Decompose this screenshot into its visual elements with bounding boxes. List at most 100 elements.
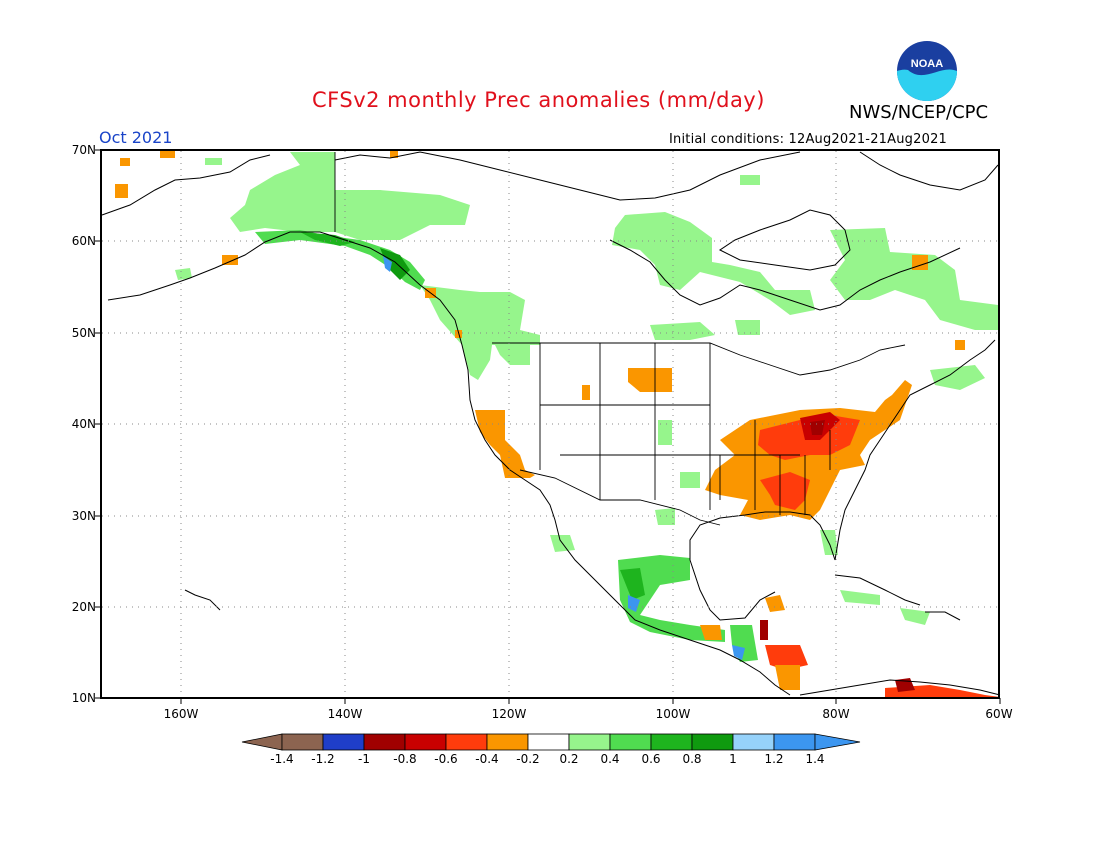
colorbar-label: -0.6	[434, 752, 458, 766]
region-alaska-west-dot-b	[115, 184, 128, 198]
noaa-logo: NOAA	[897, 41, 957, 101]
lon-label: 140W	[327, 707, 363, 721]
region-west-mexico-blue	[628, 595, 640, 612]
valid-month-label: Oct 2021	[99, 128, 173, 147]
region-labrador-coast	[930, 365, 985, 390]
region-bc-coast-dark	[380, 248, 410, 280]
coastline-hudson-bay	[719, 209, 851, 271]
coastline-west-us	[419, 284, 791, 696]
lon-label: 100W	[655, 707, 691, 721]
region-central-america-d	[760, 620, 768, 640]
region-alaska-north-dot	[160, 150, 175, 158]
region-labrador	[830, 228, 1000, 330]
region-central-america-e	[775, 665, 800, 690]
region-caribbean-b	[900, 608, 930, 625]
colorbar-bin	[445, 733, 488, 751]
colorbar-bin	[691, 733, 734, 751]
lat-label: 60N	[71, 234, 96, 248]
coastline-hawaii	[184, 589, 221, 611]
region-bc-coast-blue	[383, 256, 392, 272]
colorbar-bin	[486, 733, 529, 751]
colorbar-high-arrow	[814, 733, 861, 751]
political-borders	[334, 152, 906, 526]
coastline-alaska	[101, 154, 421, 301]
colorbar-bin	[322, 733, 365, 751]
colorbar-bin	[363, 733, 406, 751]
region-alaska-sw-dot	[222, 255, 238, 265]
region-northeast-canada	[740, 175, 760, 185]
colorbar-label: 0.4	[600, 752, 620, 766]
region-alaska-gulf-dark	[300, 232, 355, 246]
lon-label: 160W	[163, 707, 199, 721]
region-central-america-b	[765, 595, 785, 612]
region-central-america-blue	[732, 645, 745, 660]
colorbar-label: -0.8	[393, 752, 417, 766]
lat-label: 20N	[71, 600, 96, 614]
colorbar-label: 1.2	[764, 752, 784, 766]
region-alaska-west-dot	[120, 158, 130, 166]
colorbar-label: -1.4	[270, 752, 294, 766]
colorbar-bin	[773, 733, 816, 751]
region-newfoundland-dot	[955, 340, 965, 350]
region-ontario	[735, 320, 760, 335]
colorbar-label: -0.4	[475, 752, 499, 766]
map-frame	[100, 149, 1000, 699]
coastline-cuba	[834, 574, 921, 606]
region-southeast-red	[760, 472, 810, 510]
region-alaska-west	[205, 158, 222, 165]
region-west-mexico-coast	[618, 555, 725, 642]
coastlines	[101, 151, 1001, 696]
coastline-canada-arctic	[334, 151, 961, 311]
region-quebec-south	[650, 322, 715, 340]
colorbar-label: -1.2	[311, 752, 335, 766]
region-colorado	[658, 420, 672, 445]
region-northern-plains-b	[582, 385, 590, 400]
logo-text: NOAA	[911, 58, 943, 70]
region-north-dot	[390, 150, 398, 158]
region-sonora	[655, 508, 675, 525]
lon-label: 60W	[985, 707, 1013, 721]
coastline-hispaniola	[925, 611, 961, 621]
agency-label: NWS/NCEP/CPC	[849, 102, 989, 123]
colorbar-bin	[568, 733, 611, 751]
region-quebec-dot	[912, 255, 928, 270]
colorbar-label: 1	[729, 752, 737, 766]
graticule	[102, 151, 998, 697]
region-central-america-green	[730, 625, 758, 662]
border-us-canada	[492, 342, 906, 376]
coastline-east-us	[834, 339, 996, 561]
region-caribbean	[840, 590, 880, 605]
region-central-america	[700, 625, 722, 640]
map-title: CFSv2 monthly Prec anomalies (mm/day)	[312, 88, 765, 112]
colorbar-low-arrow	[241, 733, 283, 751]
colorbar-label: 1.4	[805, 752, 825, 766]
region-alaska-southwest	[175, 268, 192, 280]
colorbar-bin	[609, 733, 652, 751]
lat-label: 70N	[71, 143, 96, 157]
colorbar-bin	[404, 733, 447, 751]
colorbar	[241, 733, 861, 751]
region-northwest-inland	[495, 345, 530, 365]
lon-label: 80W	[822, 707, 850, 721]
colorbar-label: 0.8	[682, 752, 702, 766]
anomaly-shading	[115, 150, 1000, 697]
region-northern-plains	[628, 368, 672, 392]
region-new-mexico	[680, 472, 700, 488]
coastline-south-america	[799, 679, 1001, 696]
colorbar-bin	[527, 733, 570, 751]
region-hudson-bay	[612, 212, 815, 315]
region-central-america-c	[765, 645, 808, 670]
lat-label: 30N	[71, 509, 96, 523]
coastline-gulf	[689, 511, 836, 621]
lat-label: 10N	[71, 691, 96, 705]
lat-label: 50N	[71, 326, 96, 340]
lat-label: 40N	[71, 417, 96, 431]
colorbar-label: -1	[358, 752, 370, 766]
borders-us-states	[539, 343, 831, 515]
region-west-mexico-dark	[620, 568, 645, 600]
colorbar-bin	[732, 733, 775, 751]
region-alaska-interior	[230, 152, 470, 240]
colorbar-label: 0.6	[641, 752, 661, 766]
region-california	[475, 410, 535, 478]
